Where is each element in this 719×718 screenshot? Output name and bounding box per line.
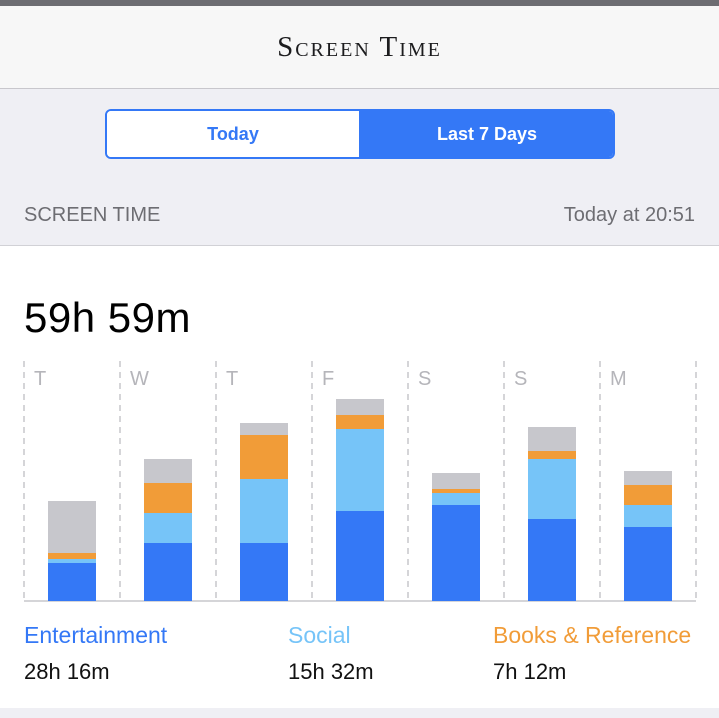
legend-item-social[interactable]: Social 15h 32m bbox=[288, 622, 374, 685]
bar-segment[interactable] bbox=[432, 489, 480, 493]
last-updated-label: Today at 20:51 bbox=[563, 203, 695, 226]
day-label: M bbox=[610, 368, 627, 390]
legend-item-books-reference[interactable]: Books & Reference 7h 12m bbox=[493, 622, 691, 685]
bar-segment[interactable] bbox=[528, 427, 576, 451]
bar-segment[interactable] bbox=[624, 505, 672, 527]
day-label: S bbox=[418, 368, 431, 390]
section-title: SCREEN TIME bbox=[24, 203, 161, 226]
day-label: F bbox=[322, 368, 334, 390]
bar-segment[interactable] bbox=[48, 553, 96, 559]
bottom-background bbox=[0, 708, 719, 718]
page-title: Screen Time bbox=[277, 30, 442, 63]
bar-segment[interactable] bbox=[240, 435, 288, 479]
usage-card[interactable]: 59h 59m T W T F S S M Entertainment 28h 16m So… bbox=[0, 245, 719, 709]
day-label: S bbox=[514, 368, 527, 390]
bar-segment[interactable] bbox=[528, 451, 576, 459]
bar-segment[interactable] bbox=[336, 415, 384, 429]
bar-segment[interactable] bbox=[240, 543, 288, 601]
section-header: SCREEN TIME Today at 20:51 bbox=[24, 200, 695, 230]
bar-segment[interactable] bbox=[48, 559, 96, 563]
top-status-strip bbox=[0, 0, 719, 6]
bar-segment[interactable] bbox=[48, 563, 96, 601]
time-range-segmented-control[interactable]: Today Last 7 Days bbox=[105, 109, 615, 159]
bar-segment[interactable] bbox=[624, 527, 672, 601]
legend-item-entertainment[interactable]: Entertainment 28h 16m bbox=[24, 622, 167, 685]
legend-value-books-reference: 7h 12m bbox=[493, 659, 567, 684]
bar-segment[interactable] bbox=[528, 519, 576, 601]
bar-segment[interactable] bbox=[624, 485, 672, 505]
navigation-bar: Screen Time bbox=[0, 6, 719, 89]
segment-last-7-days[interactable]: Last 7 Days bbox=[359, 111, 613, 157]
bar-segment[interactable] bbox=[336, 429, 384, 511]
bar-segment[interactable] bbox=[144, 459, 192, 483]
day-label: W bbox=[130, 368, 149, 390]
day-label: T bbox=[226, 368, 238, 390]
legend-value-social: 15h 32m bbox=[288, 659, 374, 684]
day-label: T bbox=[34, 368, 46, 390]
bar-segment[interactable] bbox=[144, 483, 192, 513]
bar-segment[interactable] bbox=[336, 399, 384, 415]
total-screen-time: 59h 59m bbox=[24, 294, 191, 341]
legend-label-social: Social bbox=[288, 622, 351, 648]
bar-segment[interactable] bbox=[432, 493, 480, 505]
bar-segment[interactable] bbox=[144, 543, 192, 601]
bar-segment[interactable] bbox=[240, 423, 288, 435]
bar-segment[interactable] bbox=[432, 505, 480, 601]
bar-segment[interactable] bbox=[336, 511, 384, 601]
bar-segment[interactable] bbox=[528, 459, 576, 519]
bar-segment[interactable] bbox=[144, 513, 192, 543]
bar-segment[interactable] bbox=[624, 471, 672, 485]
legend-label-books-reference: Books & Reference bbox=[493, 622, 692, 648]
bar-segment[interactable] bbox=[48, 501, 96, 553]
legend-label-entertainment: Entertainment bbox=[24, 622, 168, 648]
segment-today[interactable]: Today bbox=[107, 111, 359, 157]
bar-segment[interactable] bbox=[432, 473, 480, 489]
bar-segment[interactable] bbox=[240, 479, 288, 543]
legend-value-entertainment: 28h 16m bbox=[24, 659, 110, 684]
